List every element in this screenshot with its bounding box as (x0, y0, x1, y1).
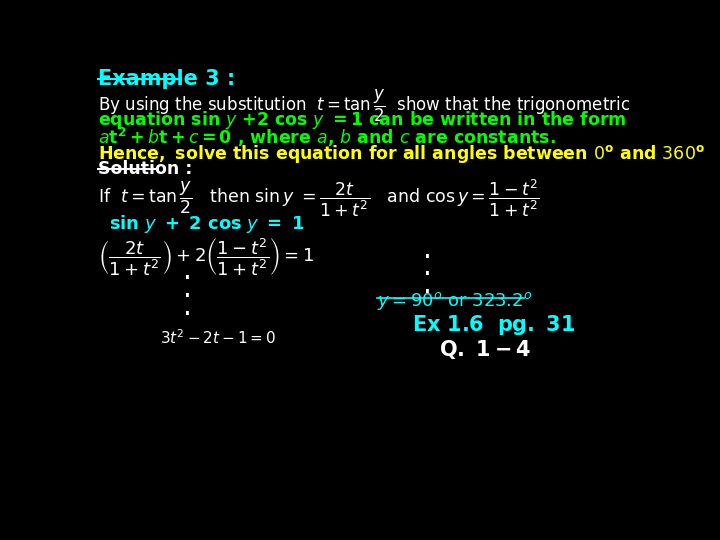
Text: .: . (423, 236, 432, 264)
Text: .: . (423, 271, 432, 299)
Text: If  $t = \tan\dfrac{y}{2}$   then $\sin y\ =\dfrac{2t}{1+t^2}$   and $\cos y = \: If $t = \tan\dfrac{y}{2}$ then $\sin y\ … (98, 177, 539, 219)
Text: .: . (423, 253, 432, 281)
Text: $y = 90^o\ \mathrm{or}\ 323.2^o$: $y = 90^o\ \mathrm{or}\ 323.2^o$ (377, 289, 532, 312)
Text: $\mathbf{Q.\ 1 - 4}$: $\mathbf{Q.\ 1 - 4}$ (438, 338, 531, 361)
Text: $3t^2-2t-1=0$: $3t^2-2t-1=0$ (160, 328, 276, 347)
Text: Solution :: Solution : (98, 160, 192, 178)
Text: equation $\mathbf{sin}$ $\mathbf{\mathit{y}}$ $\mathbf{+ 2\ cos}$ $\mathbf{\math: equation $\mathbf{sin}$ $\mathbf{\mathit… (98, 109, 626, 131)
Text: .: . (183, 275, 192, 303)
Text: .: . (183, 257, 192, 285)
Text: $\mathbf{Ex\ 1.6\ \ pg.\ 31}$: $\mathbf{Ex\ 1.6\ \ pg.\ 31}$ (412, 313, 575, 337)
Text: $\mathbf{\mathit{a}t^2 + \mathit{b}t + \mathit{c} = 0}$ , where $\mathbf{\mathit: $\mathbf{\mathit{a}t^2 + \mathit{b}t + \… (98, 126, 556, 148)
Text: $\mathbf{Hence,}$ solve this equation for all angles between $0^\mathbf{o}$ and : $\mathbf{Hence,}$ solve this equation fo… (98, 143, 705, 165)
Text: $\left(\dfrac{2t}{1+t^2}\right)+2\left(\dfrac{1-t^2}{1+t^2}\right)=1$: $\left(\dfrac{2t}{1+t^2}\right)+2\left(\… (98, 236, 314, 278)
Text: .: . (183, 293, 192, 321)
Text: Example 3 :: Example 3 : (98, 69, 235, 89)
Text: $\mathbf{sin\ \mathit{y}\ +\ 2\ cos\ \mathit{y}\ =\ 1}$: $\mathbf{sin\ \mathit{y}\ +\ 2\ cos\ \ma… (109, 213, 305, 235)
Text: By using the substitution  $t = \tan\dfrac{y}{2}$  show that the trigonometric: By using the substitution $t = \tan\dfra… (98, 88, 630, 124)
